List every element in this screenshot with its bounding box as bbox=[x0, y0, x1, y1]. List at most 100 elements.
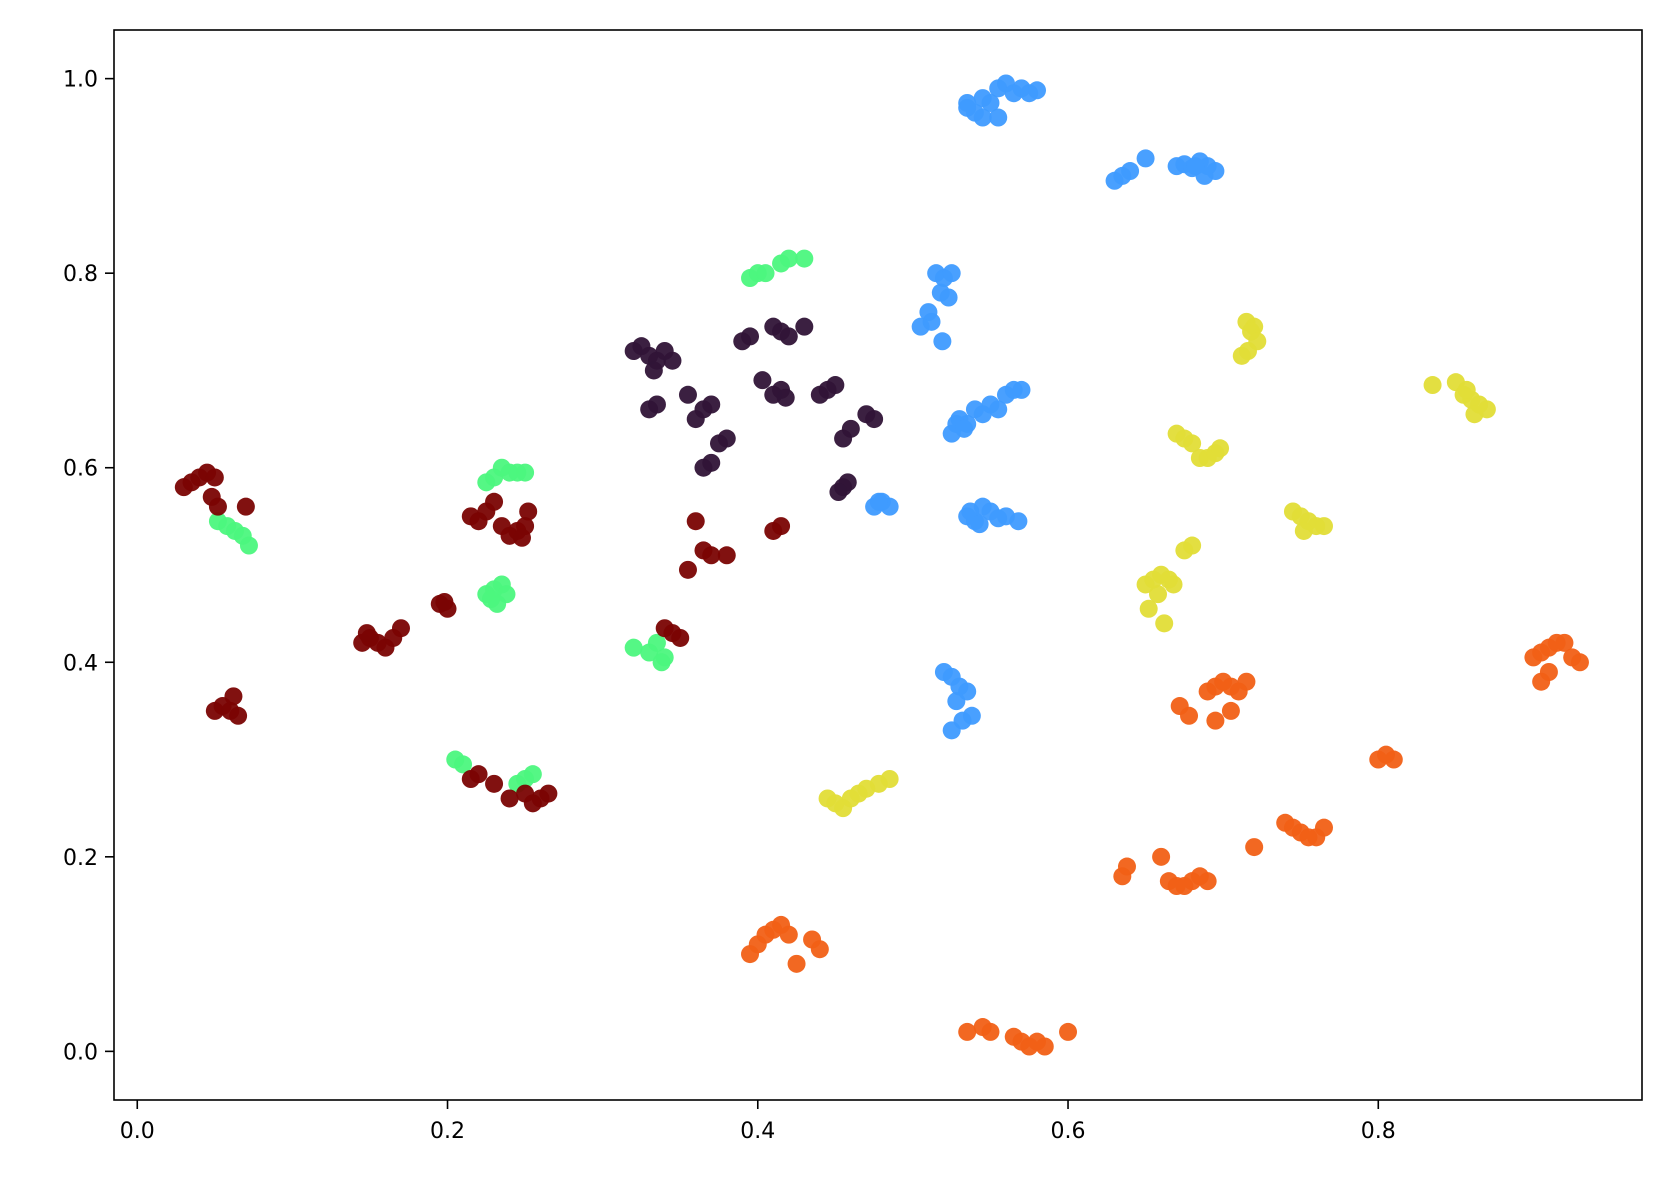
data-point bbox=[981, 1022, 1000, 1041]
data-point bbox=[671, 628, 690, 647]
data-point bbox=[1183, 536, 1202, 555]
data-point bbox=[1314, 517, 1333, 536]
data-point bbox=[717, 546, 736, 565]
data-point bbox=[205, 468, 224, 487]
data-point bbox=[454, 755, 473, 774]
data-point bbox=[624, 638, 643, 657]
data-point bbox=[469, 765, 488, 784]
data-point bbox=[1237, 672, 1256, 691]
x-axis: 0.0 0.2 0.4 0.6 0.8 bbox=[120, 1100, 1396, 1144]
data-point bbox=[516, 463, 535, 482]
data-point bbox=[779, 327, 798, 346]
data-point bbox=[512, 528, 531, 547]
data-point bbox=[942, 264, 961, 283]
data-point bbox=[1059, 1022, 1078, 1041]
data-point bbox=[970, 515, 989, 534]
data-point bbox=[1384, 750, 1403, 769]
data-point bbox=[1198, 872, 1217, 891]
data-point bbox=[1009, 512, 1028, 531]
data-point bbox=[1314, 818, 1333, 837]
data-point bbox=[880, 770, 899, 788]
data-point bbox=[753, 371, 772, 390]
data-point bbox=[1570, 653, 1589, 672]
data-point bbox=[779, 925, 798, 944]
data-point bbox=[519, 502, 538, 521]
data-point bbox=[981, 93, 1000, 112]
data-point bbox=[647, 395, 666, 414]
data-point bbox=[678, 560, 697, 579]
data-point bbox=[810, 940, 829, 959]
data-point bbox=[787, 954, 806, 973]
data-point bbox=[224, 687, 243, 706]
data-point bbox=[702, 395, 721, 414]
data-point bbox=[647, 633, 666, 652]
data-point bbox=[1152, 847, 1171, 866]
points-layer bbox=[174, 74, 1589, 1056]
data-point bbox=[1035, 1037, 1054, 1056]
data-point bbox=[1555, 633, 1574, 652]
axes-frame bbox=[113, 29, 1643, 1101]
data-point bbox=[989, 400, 1008, 419]
data-point bbox=[1183, 434, 1202, 453]
data-point bbox=[1221, 701, 1240, 720]
data-point bbox=[869, 492, 888, 511]
data-point bbox=[239, 536, 258, 555]
data-point bbox=[776, 388, 795, 407]
x-tick-label: 0.0 bbox=[120, 1119, 155, 1144]
data-point bbox=[756, 264, 775, 283]
data-point bbox=[955, 419, 974, 438]
data-point bbox=[939, 288, 958, 307]
data-point bbox=[702, 546, 721, 565]
data-point bbox=[1121, 162, 1140, 181]
data-point bbox=[1238, 342, 1257, 360]
data-point bbox=[795, 317, 814, 336]
y-tick-label: 0.2 bbox=[63, 846, 98, 871]
y-tick-label: 0.4 bbox=[63, 651, 98, 676]
data-point bbox=[523, 765, 542, 784]
data-point bbox=[485, 492, 504, 511]
y-tick-label: 1.0 bbox=[63, 68, 98, 93]
data-point bbox=[1155, 614, 1174, 633]
y-tick-label: 0.0 bbox=[63, 1040, 98, 1065]
data-point bbox=[1164, 575, 1183, 594]
data-point bbox=[663, 351, 682, 370]
data-point bbox=[1028, 81, 1047, 100]
data-point bbox=[1186, 157, 1205, 176]
data-point bbox=[1012, 380, 1031, 399]
data-point bbox=[795, 249, 814, 268]
data-point bbox=[485, 774, 504, 793]
data-point bbox=[686, 512, 705, 531]
x-tick-label: 0.8 bbox=[1361, 1119, 1396, 1144]
y-tick-label: 0.8 bbox=[63, 262, 98, 287]
data-point bbox=[973, 108, 992, 127]
data-point bbox=[678, 385, 697, 404]
data-point bbox=[1532, 672, 1551, 691]
y-axis: 0.0 0.2 0.4 0.6 0.8 1.0 bbox=[63, 68, 114, 1065]
data-point bbox=[539, 784, 558, 803]
data-point bbox=[841, 419, 860, 438]
data-point bbox=[1245, 838, 1264, 857]
data-point bbox=[829, 483, 848, 502]
data-point bbox=[865, 410, 884, 429]
x-tick-label: 0.4 bbox=[740, 1119, 775, 1144]
data-point bbox=[779, 249, 798, 268]
data-point bbox=[942, 721, 961, 740]
data-point bbox=[1136, 149, 1155, 168]
data-point bbox=[947, 692, 966, 711]
data-point bbox=[694, 458, 713, 477]
data-point bbox=[236, 497, 255, 516]
data-point bbox=[1211, 439, 1230, 458]
data-point bbox=[1117, 857, 1136, 876]
data-point bbox=[1149, 585, 1167, 604]
x-tick-label: 0.6 bbox=[1051, 1119, 1086, 1144]
data-point bbox=[500, 789, 519, 808]
data-point bbox=[435, 592, 454, 611]
data-point bbox=[772, 517, 791, 536]
data-point bbox=[717, 429, 736, 448]
data-point bbox=[357, 624, 376, 643]
data-point bbox=[1180, 706, 1199, 725]
data-point bbox=[1423, 376, 1442, 395]
data-point bbox=[208, 497, 227, 516]
